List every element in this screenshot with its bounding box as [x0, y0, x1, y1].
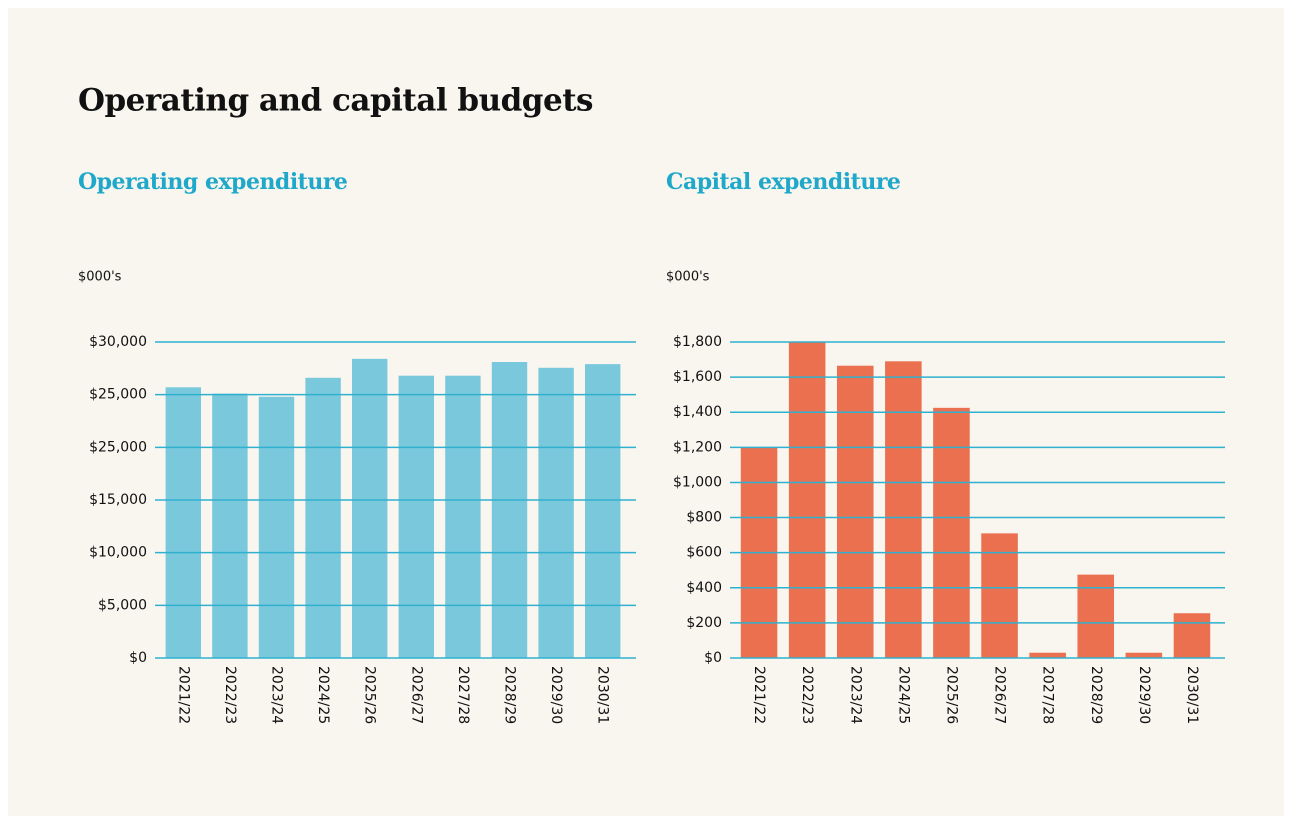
x-tick-label: 2022/23: [799, 666, 815, 724]
y-tick-label: $600: [686, 545, 722, 561]
x-tick-label: 2030/31: [595, 666, 611, 724]
bar: [538, 367, 574, 658]
y-tick-label: $0: [129, 650, 147, 666]
x-tick-label: 2021/22: [751, 666, 767, 724]
y-tick-label: $1,600: [673, 369, 722, 385]
y-tick-label: $5,000: [98, 597, 147, 613]
bar: [1173, 613, 1211, 658]
y-tick-label: $1,400: [673, 404, 722, 420]
y-tick-label: $25,000: [89, 439, 147, 455]
x-tick-label: 2026/27: [408, 666, 424, 724]
chart-title: Capital expenditure: [666, 169, 900, 195]
y-tick-label: $1,000: [673, 474, 722, 490]
x-tick-label: 2026/27: [992, 666, 1008, 724]
y-tick-label: $1,200: [673, 439, 722, 455]
bar: [788, 342, 826, 658]
x-tick-label: 2028/29: [502, 666, 518, 724]
y-tick-label: $25,000: [89, 387, 147, 403]
bar: [351, 358, 388, 658]
x-tick-label: 2025/26: [943, 666, 959, 724]
page-title: Operating and capital budgets: [78, 83, 593, 119]
bar: [258, 396, 295, 658]
y-tick-label: $0: [704, 650, 722, 666]
bar: [212, 393, 248, 658]
x-tick-label: 2022/23: [222, 666, 238, 724]
bar: [836, 365, 874, 658]
bar: [491, 362, 528, 658]
bar: [1029, 652, 1066, 658]
x-tick-label: 2023/24: [847, 666, 863, 724]
x-tick-label: 2021/22: [175, 666, 191, 724]
x-tick-label: 2024/25: [315, 666, 331, 724]
bar: [1125, 652, 1163, 658]
y-tick-label: $1,800: [673, 334, 722, 350]
y-tick-label: $30,000: [89, 334, 147, 350]
bar: [981, 533, 1018, 658]
y-tick-label: $200: [686, 615, 722, 631]
unit-label: $000's: [666, 270, 710, 285]
bar: [398, 375, 435, 658]
bar: [885, 361, 922, 658]
x-tick-label: 2027/28: [1040, 666, 1056, 724]
x-tick-label: 2027/28: [455, 666, 471, 724]
x-tick-label: 2030/31: [1184, 666, 1200, 724]
x-tick-label: 2029/30: [548, 666, 564, 724]
chart-title: Operating expenditure: [78, 169, 347, 195]
bar: [584, 364, 621, 658]
bar: [445, 375, 481, 658]
x-tick-label: 2024/25: [895, 666, 911, 724]
bar: [305, 377, 341, 658]
x-tick-label: 2028/29: [1088, 666, 1104, 724]
x-tick-label: 2025/26: [362, 666, 378, 724]
x-tick-label: 2029/30: [1136, 666, 1152, 724]
y-tick-label: $15,000: [89, 492, 147, 508]
y-tick-label: $400: [686, 580, 722, 596]
x-tick-label: 2023/24: [269, 666, 285, 724]
unit-label: $000's: [78, 270, 122, 285]
y-tick-label: $800: [686, 510, 722, 526]
bar: [165, 387, 202, 658]
y-tick-label: $10,000: [89, 545, 147, 561]
bar: [933, 407, 970, 658]
